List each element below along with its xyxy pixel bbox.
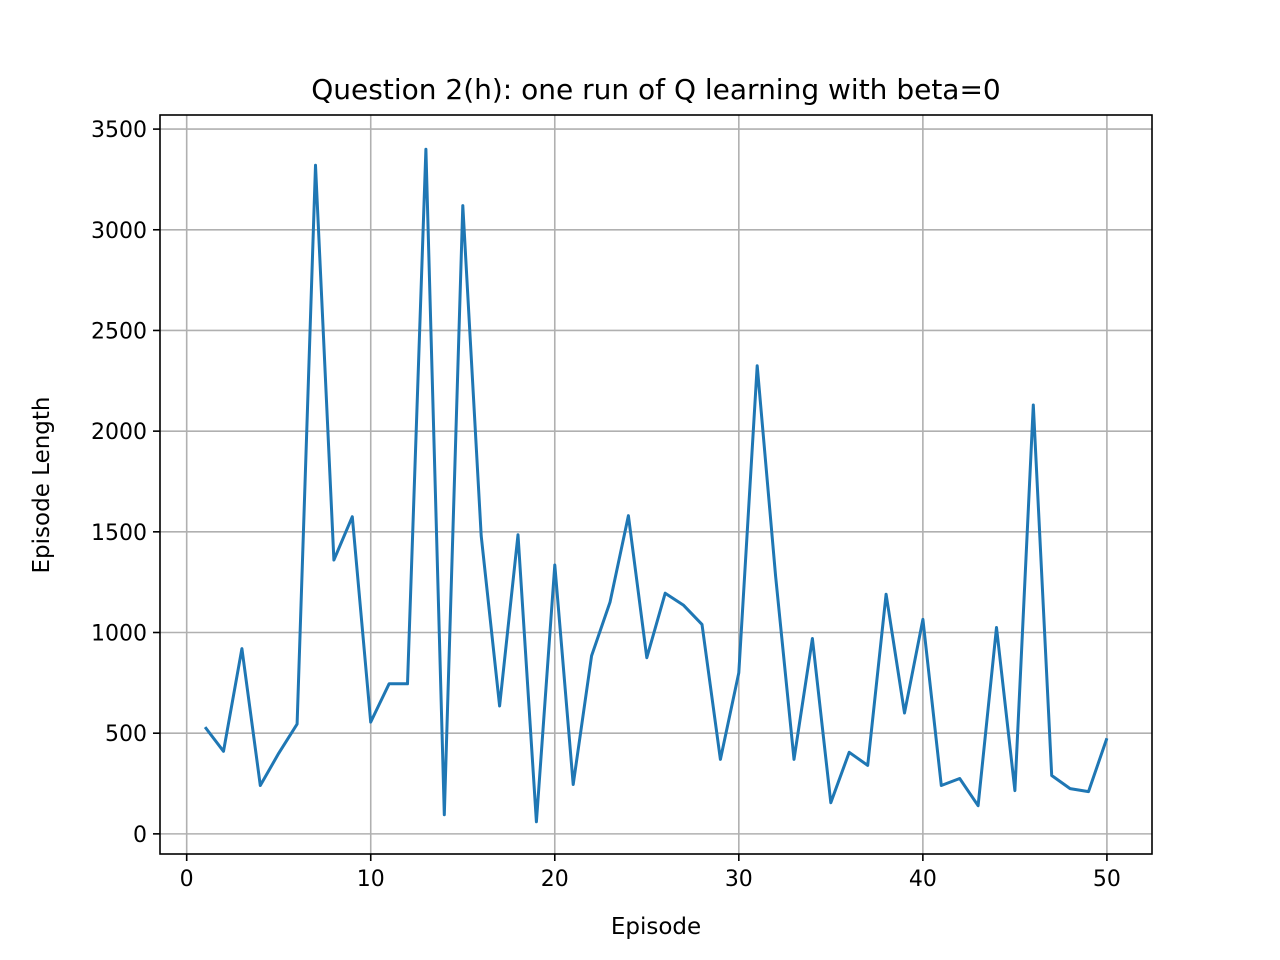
y-axis-label: Episode Length <box>29 397 55 574</box>
x-tick-label: 10 <box>357 867 385 892</box>
chart-title: Question 2(h): one run of Q learning wit… <box>311 73 1000 106</box>
x-tick-label: 50 <box>1093 867 1121 892</box>
y-tick-label: 1500 <box>91 521 147 546</box>
y-tick-label: 0 <box>133 823 147 848</box>
x-tick-label: 20 <box>541 867 569 892</box>
x-tick-label: 30 <box>725 867 753 892</box>
series-layer <box>203 147 1109 824</box>
y-tick-label: 500 <box>105 722 147 747</box>
x-tick-label: 0 <box>180 867 194 892</box>
y-tick-label: 1000 <box>91 622 147 647</box>
y-tick-label: 3000 <box>91 219 147 244</box>
y-tick-label: 3500 <box>91 118 147 143</box>
grid <box>160 115 1152 854</box>
x-tick-label: 40 <box>909 867 937 892</box>
y-tick-label: 2500 <box>91 319 147 344</box>
x-axis-label: Episode <box>611 914 701 940</box>
plot-frame <box>159 114 1153 855</box>
series-line <box>203 147 1109 824</box>
y-tick-label: 2000 <box>91 420 147 445</box>
